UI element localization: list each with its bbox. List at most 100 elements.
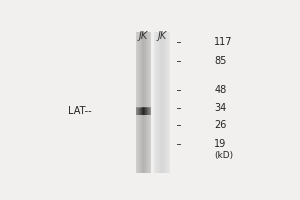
Bar bbox=[157, 32, 158, 173]
Bar bbox=[136, 156, 151, 157]
Bar bbox=[136, 34, 151, 35]
Bar bbox=[154, 32, 155, 173]
Bar bbox=[150, 108, 151, 109]
Bar bbox=[139, 109, 140, 110]
Bar bbox=[147, 112, 148, 113]
Bar bbox=[136, 99, 151, 100]
Bar bbox=[136, 91, 151, 92]
Bar bbox=[146, 114, 147, 115]
Bar bbox=[138, 109, 139, 110]
Bar bbox=[148, 108, 149, 109]
Bar bbox=[136, 132, 151, 133]
Bar bbox=[138, 108, 139, 109]
Bar bbox=[137, 113, 138, 114]
Bar bbox=[136, 152, 151, 153]
Bar bbox=[144, 110, 145, 111]
Bar bbox=[169, 32, 170, 173]
Bar bbox=[136, 41, 151, 42]
Bar bbox=[136, 164, 151, 165]
Bar bbox=[136, 115, 151, 116]
Bar bbox=[139, 111, 140, 112]
Bar bbox=[147, 109, 148, 110]
Bar bbox=[149, 111, 150, 112]
Bar bbox=[136, 65, 151, 66]
Bar bbox=[136, 141, 151, 142]
Bar bbox=[136, 35, 151, 36]
Bar bbox=[136, 103, 151, 104]
Bar bbox=[136, 55, 151, 56]
Bar bbox=[136, 130, 151, 131]
Bar bbox=[142, 108, 143, 115]
Bar bbox=[136, 141, 151, 142]
Bar bbox=[136, 111, 137, 112]
Bar bbox=[136, 92, 151, 93]
Bar bbox=[136, 93, 151, 94]
Bar bbox=[150, 108, 151, 109]
Bar bbox=[136, 102, 151, 103]
Bar bbox=[136, 104, 151, 105]
Bar bbox=[139, 110, 140, 111]
Bar bbox=[136, 155, 151, 156]
Bar bbox=[136, 73, 151, 74]
Bar bbox=[149, 112, 150, 113]
Bar bbox=[139, 111, 140, 112]
Bar bbox=[136, 110, 137, 111]
Bar bbox=[141, 111, 142, 112]
Bar bbox=[136, 74, 151, 75]
Bar bbox=[142, 107, 143, 108]
Bar bbox=[137, 110, 138, 111]
Bar bbox=[150, 109, 151, 110]
Bar bbox=[143, 108, 144, 109]
Bar bbox=[136, 109, 151, 110]
Bar bbox=[147, 32, 148, 173]
Bar bbox=[158, 32, 159, 173]
Bar bbox=[136, 112, 137, 113]
Bar bbox=[136, 60, 151, 61]
Bar bbox=[136, 74, 151, 75]
Bar bbox=[168, 32, 169, 173]
Bar bbox=[146, 108, 147, 115]
Bar bbox=[136, 37, 151, 38]
Bar bbox=[136, 61, 151, 62]
Bar bbox=[147, 113, 148, 114]
Bar bbox=[137, 32, 138, 173]
Bar bbox=[136, 153, 151, 154]
Bar bbox=[136, 158, 151, 159]
Bar bbox=[137, 109, 138, 110]
Bar bbox=[136, 145, 151, 146]
Bar bbox=[148, 108, 149, 109]
Bar bbox=[136, 164, 151, 165]
Bar bbox=[146, 112, 147, 113]
Bar bbox=[136, 158, 151, 159]
Bar bbox=[144, 112, 145, 113]
Bar bbox=[136, 117, 151, 118]
Bar bbox=[138, 110, 139, 111]
Bar bbox=[136, 88, 151, 89]
Bar bbox=[144, 109, 145, 110]
Bar bbox=[143, 110, 144, 111]
Bar bbox=[136, 58, 151, 59]
Bar bbox=[136, 85, 151, 86]
Bar bbox=[136, 91, 151, 92]
Bar bbox=[139, 108, 140, 109]
Bar bbox=[136, 57, 151, 58]
Bar bbox=[140, 112, 141, 113]
Bar bbox=[145, 110, 146, 111]
Bar bbox=[158, 32, 159, 173]
Bar bbox=[139, 111, 140, 112]
Bar bbox=[144, 109, 145, 110]
Bar bbox=[136, 134, 151, 135]
Bar bbox=[136, 32, 151, 33]
Bar bbox=[147, 112, 148, 113]
Bar bbox=[136, 163, 151, 164]
Bar bbox=[145, 112, 146, 113]
Bar bbox=[142, 112, 143, 113]
Bar bbox=[156, 32, 157, 173]
Bar bbox=[136, 158, 151, 159]
Bar bbox=[148, 112, 149, 113]
Bar bbox=[136, 108, 137, 109]
Bar bbox=[136, 113, 137, 114]
Bar bbox=[136, 44, 151, 45]
Bar bbox=[141, 108, 142, 109]
Bar bbox=[145, 111, 146, 112]
